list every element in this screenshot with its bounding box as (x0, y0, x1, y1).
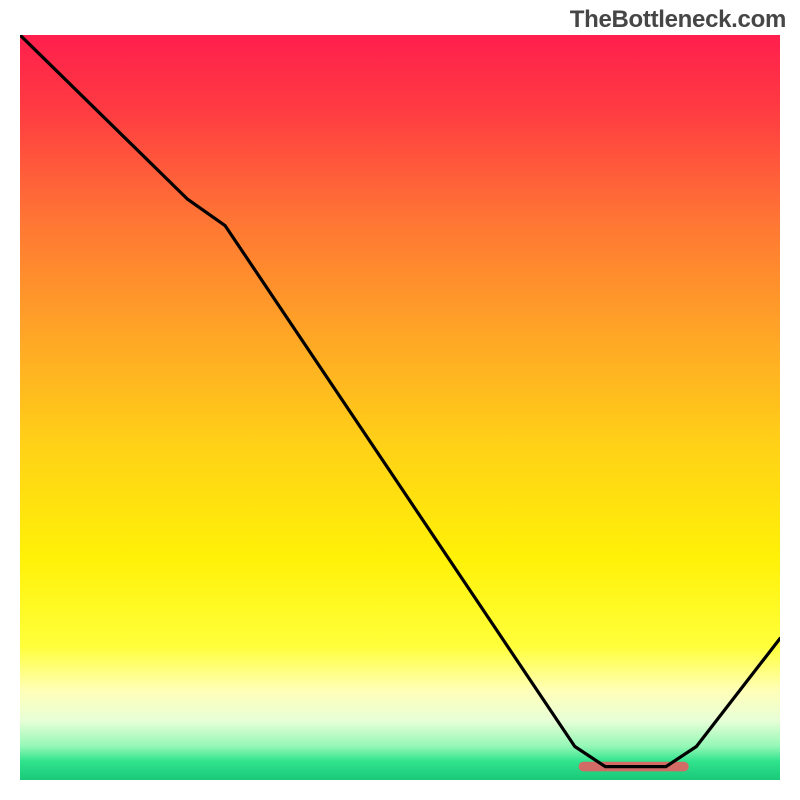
plot-area (20, 35, 780, 780)
watermark-text: TheBottleneck.com (570, 6, 786, 34)
gradient-chart (20, 35, 780, 780)
chart-container: TheBottleneck.com (0, 0, 800, 800)
